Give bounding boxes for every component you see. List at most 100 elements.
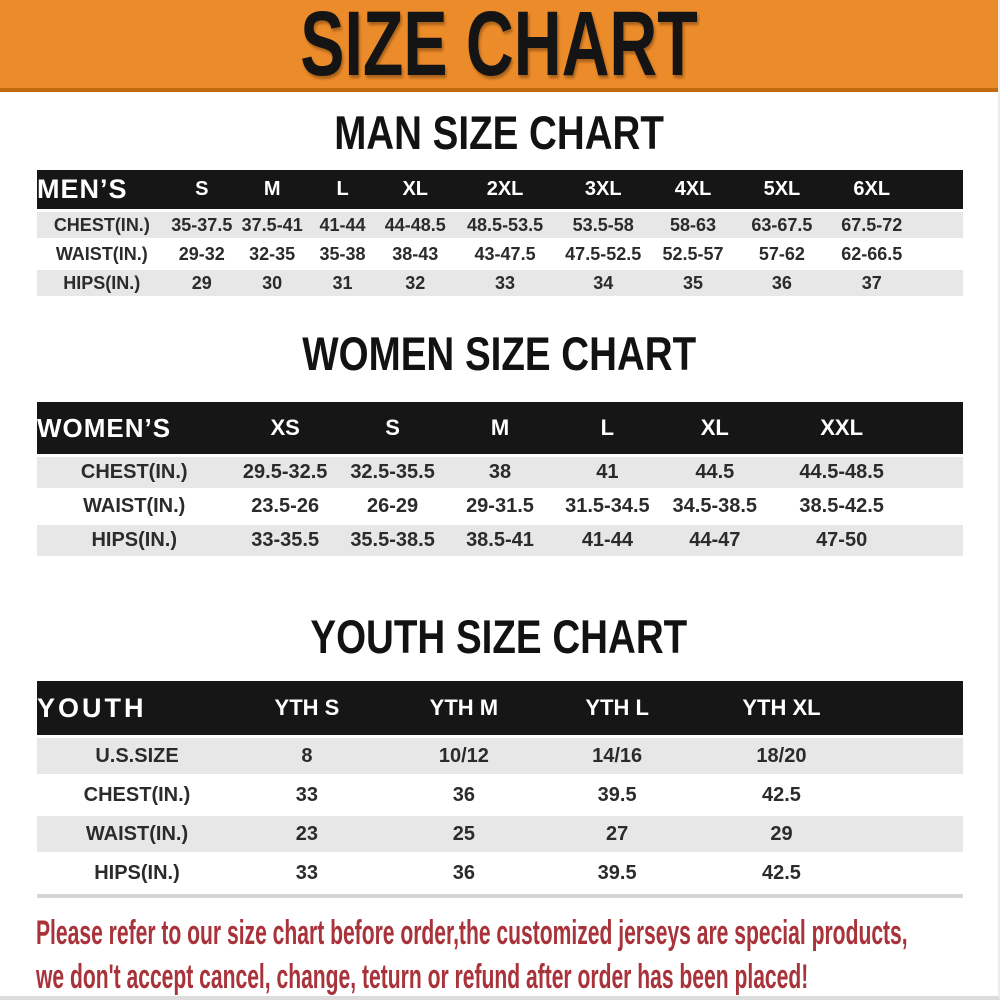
size-cell: 37.5-41	[237, 212, 308, 238]
size-cell: 35-38	[307, 241, 378, 267]
spacer-cell	[879, 681, 963, 735]
column-header: M	[237, 170, 308, 209]
table-row: WAIST(IN.) 23.5-26 26-29 29-31.5 31.5-34…	[37, 491, 963, 522]
column-header: S	[338, 402, 447, 454]
size-cell: 67.5-72	[826, 212, 917, 238]
table-corner-label: WOMEN’S	[37, 402, 232, 454]
size-cell: 18/20	[683, 738, 880, 774]
size-cell: 26-29	[338, 491, 447, 522]
table-row: U.S.SIZE 8 10/12 14/16 18/20	[37, 738, 963, 774]
size-cell: 33	[237, 777, 377, 813]
youth-section-title: YOUTH SIZE CHART	[310, 610, 688, 663]
size-cell: 10/12	[376, 738, 551, 774]
table-row: HIPS(IN.) 33-35.5 35.5-38.5 38.5-41 41-4…	[37, 525, 963, 556]
size-cell: 32	[377, 270, 453, 296]
banner: SIZE CHART	[0, 0, 998, 92]
size-cell: 52.5-57	[649, 241, 738, 267]
column-header: XXL	[768, 402, 915, 454]
size-cell: 57-62	[737, 241, 827, 267]
size-cell: 58-63	[649, 212, 738, 238]
spacer-cell	[879, 816, 963, 852]
column-header: XS	[231, 402, 339, 454]
size-cell: 44.5	[661, 457, 769, 488]
size-cell: 36	[376, 777, 551, 813]
size-cell: 43-47.5	[452, 241, 558, 267]
column-header: XL	[377, 170, 453, 209]
size-cell: 36	[376, 855, 551, 891]
column-header: S	[166, 170, 237, 209]
size-cell: 32.5-35.5	[338, 457, 447, 488]
size-cell: 33-35.5	[231, 525, 339, 556]
men-section-title: MAN SIZE CHART	[334, 106, 664, 159]
row-label: CHEST(IN.)	[37, 212, 167, 238]
size-cell: 27	[550, 816, 684, 852]
row-label: WAIST(IN.)	[37, 491, 232, 522]
size-cell: 36	[737, 270, 827, 296]
size-cell: 41	[553, 457, 662, 488]
size-cell: 35	[649, 270, 738, 296]
size-cell: 29	[166, 270, 237, 296]
size-cell: 41-44	[553, 525, 662, 556]
spacer-cell	[879, 777, 963, 813]
row-label: U.S.SIZE	[37, 738, 238, 774]
size-cell: 30	[237, 270, 308, 296]
table-row: CHEST(IN.) 29.5-32.5 32.5-35.5 38 41 44.…	[37, 457, 963, 488]
column-header: 2XL	[452, 170, 558, 209]
size-cell: 29-31.5	[446, 491, 554, 522]
size-cell: 35-37.5	[166, 212, 237, 238]
table-header-row: MEN’S S M L XL 2XL 3XL 4XL 5XL 6XL	[37, 170, 963, 209]
size-cell: 53.5-58	[557, 212, 650, 238]
spacer-cell	[914, 402, 963, 454]
spacer-cell	[914, 457, 963, 488]
women-section-title: WOMEN SIZE CHART	[302, 327, 696, 380]
row-label: HIPS(IN.)	[37, 855, 238, 891]
size-cell: 32-35	[237, 241, 308, 267]
size-cell: 38-43	[377, 241, 453, 267]
table-corner-label: YOUTH	[37, 681, 238, 735]
spacer-cell	[916, 170, 963, 209]
table-row: HIPS(IN.) 33 36 39.5 42.5	[37, 855, 963, 891]
page-title: SIZE CHART	[300, 0, 698, 95]
size-cell: 14/16	[550, 738, 684, 774]
column-header: YTH XL	[683, 681, 880, 735]
column-header: YTH L	[550, 681, 684, 735]
column-header: L	[553, 402, 662, 454]
size-cell: 34.5-38.5	[661, 491, 769, 522]
table-header-row: YOUTH YTH S YTH M YTH L YTH XL	[37, 681, 963, 735]
size-cell: 23	[237, 816, 377, 852]
size-cell: 33	[452, 270, 558, 296]
table-row: CHEST(IN.) 33 36 39.5 42.5	[37, 777, 963, 813]
column-header: 4XL	[649, 170, 738, 209]
size-cell: 35.5-38.5	[338, 525, 447, 556]
size-cell: 29	[683, 816, 880, 852]
spacer-cell	[914, 491, 963, 522]
size-cell: 38.5-42.5	[768, 491, 915, 522]
column-header: M	[446, 402, 554, 454]
size-cell: 47.5-52.5	[557, 241, 650, 267]
mens-size-table: MEN’S S M L XL 2XL 3XL 4XL 5XL 6XL CHEST…	[37, 167, 963, 299]
size-cell: 39.5	[550, 855, 684, 891]
row-label: WAIST(IN.)	[37, 241, 167, 267]
spacer-cell	[914, 525, 963, 556]
size-cell: 33	[237, 855, 377, 891]
youth-size-table: YOUTH YTH S YTH M YTH L YTH XL U.S.SIZE …	[37, 678, 963, 898]
size-cell: 44-47	[661, 525, 769, 556]
size-cell: 44.5-48.5	[768, 457, 915, 488]
size-cell: 29-32	[166, 241, 237, 267]
size-cell: 41-44	[307, 212, 378, 238]
row-label: WAIST(IN.)	[37, 816, 238, 852]
row-label: CHEST(IN.)	[37, 457, 232, 488]
size-cell: 31.5-34.5	[553, 491, 662, 522]
column-header: YTH M	[376, 681, 551, 735]
size-cell: 62-66.5	[826, 241, 917, 267]
spacer-cell	[879, 738, 963, 774]
row-label: HIPS(IN.)	[37, 270, 167, 296]
size-cell: 48.5-53.5	[452, 212, 558, 238]
column-header: XL	[661, 402, 769, 454]
spacer-cell	[916, 270, 963, 296]
disclaimer-line: Please refer to our size chart before or…	[36, 914, 908, 952]
size-cell: 34	[557, 270, 650, 296]
table-row: WAIST(IN.) 23 25 27 29	[37, 816, 963, 852]
table-corner-label: MEN’S	[37, 170, 167, 209]
column-header: 5XL	[737, 170, 827, 209]
